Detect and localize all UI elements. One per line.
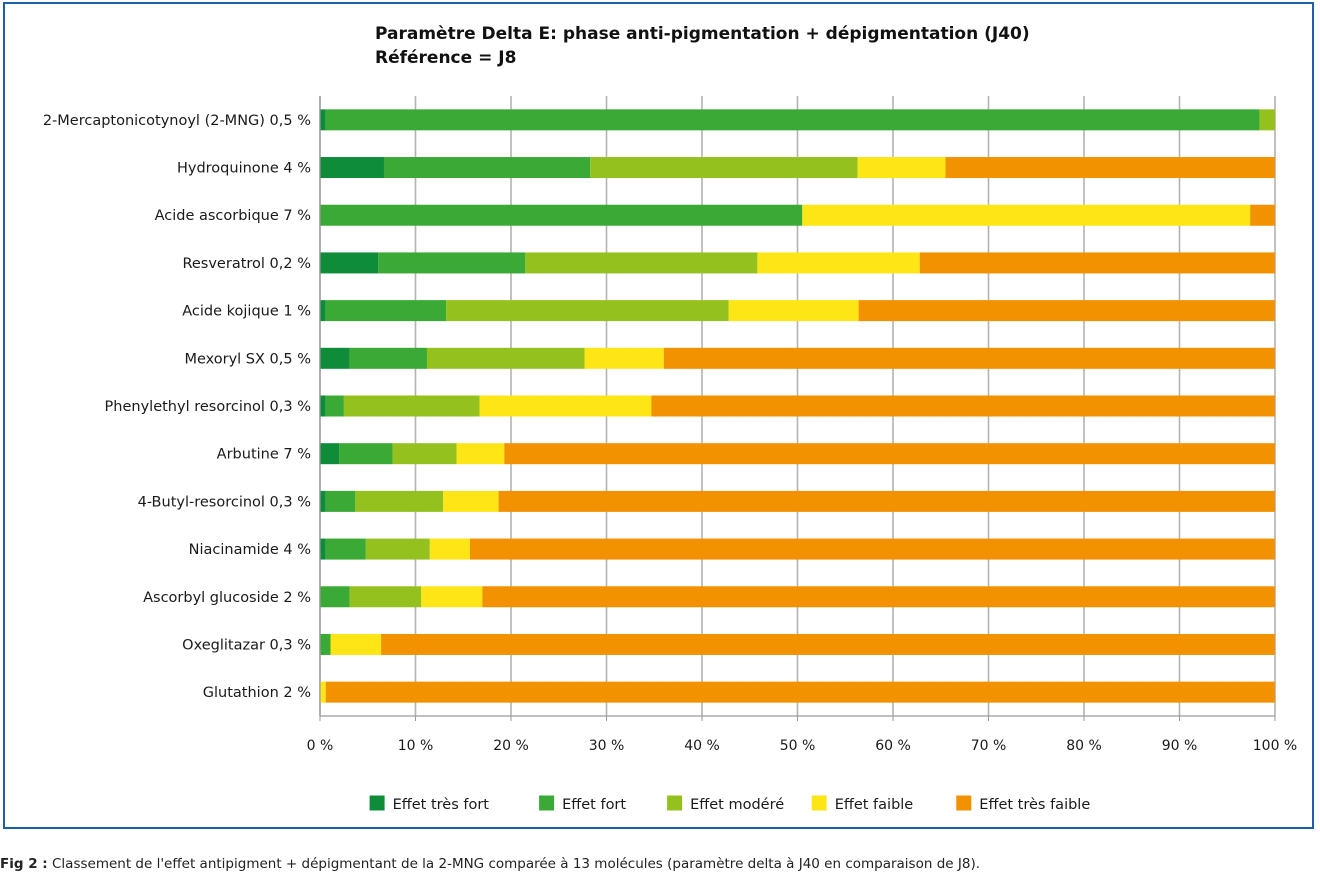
bar-segment [325,395,344,417]
bar-segment [482,586,1276,608]
legend-swatch [667,795,683,811]
bar-segment [456,443,505,465]
x-tick-label: 60 % [875,738,911,754]
bar-segment [802,204,1251,226]
bar-segment [355,490,444,512]
x-tick-label: 10 % [398,738,434,754]
x-tick-label: 20 % [493,738,529,754]
legend-label: Effet très fort [393,797,490,813]
bar-segment [349,347,427,369]
bar-segment [429,538,470,560]
bar-segment [349,586,422,608]
legend-swatch [539,795,555,811]
bar-segment [584,347,664,369]
bar-segment [320,633,331,655]
y-category-label: 4-Butyl-resorcinol 0,3 % [138,494,311,510]
y-category-label: Arbutine 7 % [217,447,311,463]
x-tick-label: 30 % [589,738,625,754]
bar-segment [757,252,920,274]
bar-segment [1250,204,1275,226]
bar-segment [320,347,350,369]
legend-swatch [811,795,827,811]
bar-segment [320,252,379,274]
bar-segment [320,109,326,131]
bar-segment [728,300,859,322]
bar-segment [525,252,758,274]
y-category-label: 2-Mercaptonicotynoyl (2-MNG) 0,5 % [43,113,311,129]
legend-swatch [369,795,385,811]
y-category-label: Acide ascorbique 7 % [155,208,311,224]
legend-label: Effet faible [835,797,914,813]
bar-segment [1259,109,1275,131]
bar-segment [325,538,366,560]
y-category-label: Oxeglitazar 0,3 % [182,637,311,653]
y-category-label: Phenylethyl resorcinol 0,3 % [105,399,311,415]
bar-segment [320,586,350,608]
x-tick-label: 0 % [307,738,334,754]
bar-segment [446,300,729,322]
bar-segment [378,252,526,274]
bar-segment [320,443,340,465]
y-category-label: Niacinamide 4 % [189,542,311,558]
x-tick-label: 40 % [684,738,720,754]
bar-segment [325,300,447,322]
bar-segment [651,395,1275,417]
bar-segment [365,538,430,560]
y-category-label: Mexoryl SX 0,5 % [184,351,311,367]
legend-label: Effet très faible [979,797,1090,813]
stacked-bar-chart: 0 % 10 % 20 % 30 % 40 % 50 % 60 % 70 % 80 % 90 % 1… [43,96,1297,813]
bar-segment [392,443,457,465]
bar-segment [325,681,1276,703]
bar-segment [320,395,326,417]
bar-segment [320,300,326,322]
y-category-label: Resveratrol 0,2 % [182,256,311,272]
caption-label: Fig 2 : [0,856,48,872]
chart-title-line-2: Référence = J8 [375,48,517,68]
bar-segment [443,490,499,512]
bar-segment [469,538,1275,560]
y-category-label: Acide kojique 1 % [182,304,311,320]
bar-segment [343,395,480,417]
bar-segment [325,490,356,512]
x-tick-label: 90 % [1162,738,1198,754]
bar-segment [320,490,326,512]
bar-segment [663,347,1275,369]
bar-segment [857,157,946,179]
bar-segment [330,633,382,655]
bar-segment [325,109,1260,131]
bar-segment [320,204,803,226]
bar-segment [381,633,1275,655]
x-tick-label: 100 % [1253,738,1297,754]
bar-segment [320,538,326,560]
bar-segment [426,347,585,369]
bar-segment [945,157,1275,179]
x-tick-label: 80 % [1066,738,1102,754]
bar-segment [320,681,326,703]
caption-text: Classement de l'effet antipigment + dépi… [47,856,980,872]
bar-segment [383,157,591,179]
y-category-label: Hydroquinone 4 % [177,161,311,177]
y-category-label: Glutathion 2 % [203,685,311,701]
bar-segment [479,395,652,417]
x-tick-label: 70 % [971,738,1007,754]
bar-segment [504,443,1275,465]
bar-segment [858,300,1275,322]
bar-segment [498,490,1276,512]
legend-label: Effet fort [562,797,626,813]
bar-segment [590,157,858,179]
x-tick-label: 50 % [780,738,816,754]
figure-caption: Fig 2 : Classement de l'effet antipigmen… [0,856,1320,872]
chart-title-line-1: Paramètre Delta E: phase anti-pigmentati… [375,24,1030,44]
bar-segment [421,586,483,608]
y-category-label: Ascorbyl glucoside 2 % [143,590,311,606]
bar-segment [339,443,393,465]
chart-title: Paramètre Delta E: phase anti-pigmentati… [375,22,1175,70]
legend-swatch [956,795,972,811]
bar-segment [919,252,1275,274]
legend-label: Effet modéré [690,797,784,813]
bar-segment [320,157,384,179]
